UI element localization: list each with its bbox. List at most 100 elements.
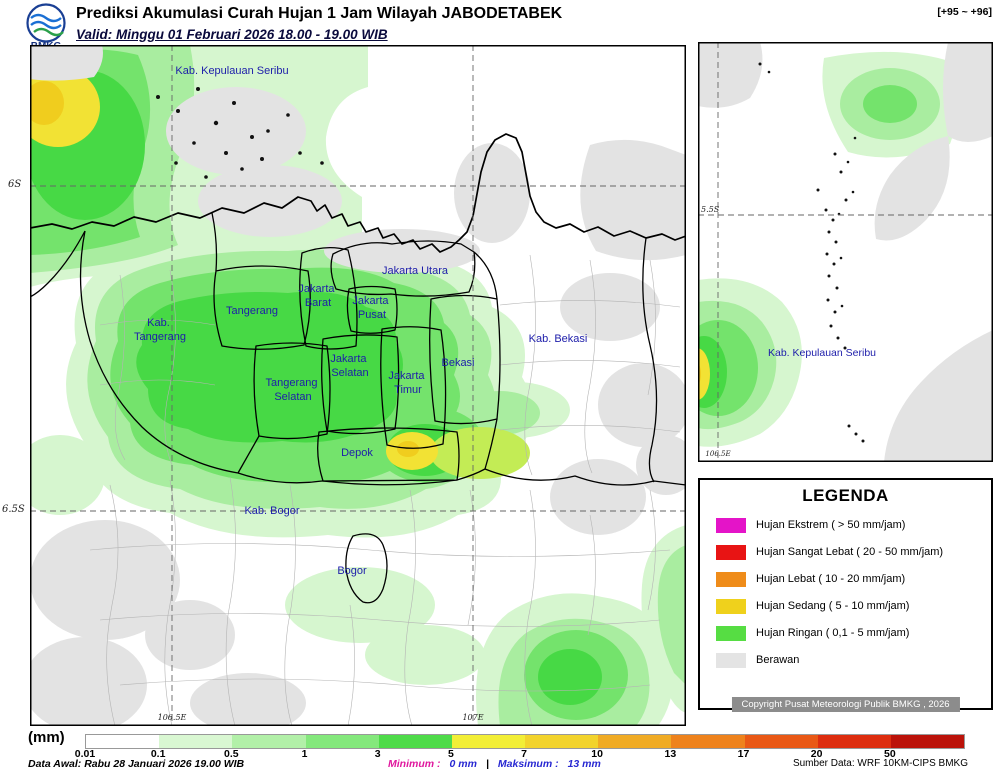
cbar-tick: 7 xyxy=(521,748,527,760)
swatch-moderate xyxy=(716,598,746,614)
cbar-tick: 13 xyxy=(664,748,677,760)
cbar-seg xyxy=(305,735,379,748)
cbar-seg xyxy=(744,735,818,748)
cbar-seg xyxy=(525,735,599,748)
lon-tick-1065e: 106.5E xyxy=(158,713,187,722)
forecast-step-label: [+95 ~ +96] xyxy=(937,6,992,18)
legend-items: Hujan Ekstrem ( > 50 mm/jam) Hujan Sanga… xyxy=(716,515,991,670)
label-kab-bekasi: Kab. Bekasi xyxy=(529,333,588,345)
islands-dots xyxy=(156,87,324,179)
cbar-tick: 20 xyxy=(810,748,823,760)
boundary-tangerang-north xyxy=(211,212,218,272)
lat-tick-65s: 6.5S xyxy=(2,504,25,515)
legend-label-light: Hujan Ringan ( 0,1 - 5 mm/jam) xyxy=(756,627,910,639)
page-title: Prediksi Akumulasi Curah Hujan 1 Jam Wil… xyxy=(76,5,563,22)
inset-islands-dots xyxy=(758,62,865,443)
inset-cloud-layer xyxy=(698,42,993,462)
legend-row-heavy: Hujan Lebat ( 10 - 20 mm/jam) xyxy=(716,569,991,589)
label-kab-tangerang: Kab. Tangerang xyxy=(134,317,186,343)
swatch-extreme xyxy=(716,517,746,533)
sumber-data-text: Sumber Data: WRF 10KM-CIPS BMKG xyxy=(792,758,968,769)
valid-time-text: Valid: Minggu 01 Februari 2026 18.00 - 1… xyxy=(76,27,388,42)
label-kab-bogor: Kab. Bogor xyxy=(244,505,299,517)
label-jakarta-selatan: Jakarta Selatan xyxy=(330,353,369,379)
coastline xyxy=(29,133,687,253)
lon-tick-107e: 107E xyxy=(462,713,483,722)
data-awal-text: Data Awal: Rabu 28 Januari 2026 19.00 WI… xyxy=(28,758,245,770)
label-jakarta-pusat: Jakarta Pusat xyxy=(352,295,391,321)
legend-label-moderate: Hujan Sedang ( 5 - 10 mm/jam) xyxy=(756,600,910,612)
inset-map-svg: 5.5S 106.5E Kab. Kepulauan Seribu xyxy=(678,42,993,462)
cbar-tick: 17 xyxy=(737,748,750,760)
boundary-kab-bogor-north xyxy=(237,468,687,486)
inset-frame xyxy=(698,42,993,462)
lat-tick-6s: 6S xyxy=(8,179,22,190)
min-max-text: Minimum : 0 mm | Maksimum : 13 mm xyxy=(388,758,601,770)
label-jakarta-utara: Jakarta Utara xyxy=(382,265,449,277)
boundary-jakarta-selatan xyxy=(321,334,400,435)
rain-moderate-layer xyxy=(16,67,530,479)
inset-region-label: Kab. Kepulauan Seribu xyxy=(768,347,876,359)
copyright-banner: Copyright Pusat Meteorologi Publik BMKG … xyxy=(731,697,960,712)
main-map-svg: 106.5E 107E Kab. Kepulauan Seribu Kab. T… xyxy=(15,45,696,733)
legend-row-cloudy: Berawan xyxy=(716,650,991,670)
legend-box: LEGENDA Hujan Ekstrem ( > 50 mm/jam) Huj… xyxy=(698,478,993,712)
cbar-seg xyxy=(232,735,306,748)
minimum-value: 0 mm xyxy=(449,758,477,770)
legend-row-light: Hujan Ringan ( 0,1 - 5 mm/jam) xyxy=(716,623,991,643)
legend-title: LEGENDA xyxy=(802,486,889,505)
cbar-seg xyxy=(817,735,891,748)
region-labels: Kab. Kepulauan Seribu Kab. Tangerang Tan… xyxy=(134,65,587,577)
legend-label-heavy: Hujan Lebat ( 10 - 20 mm/jam) xyxy=(756,573,906,585)
cbar-tick: 0.5 xyxy=(224,748,239,760)
boundary-tangsel-kabtang-link xyxy=(237,435,260,474)
colorbar xyxy=(85,734,965,749)
swatch-very-heavy xyxy=(716,544,746,560)
inset-lat-tick: 5.5S xyxy=(701,205,720,214)
colorbar-unit-label: (mm) xyxy=(28,729,65,746)
label-kab-kepulauan-seribu: Kab. Kepulauan Seribu xyxy=(175,65,288,77)
label-tangerang: Tangerang xyxy=(226,305,278,317)
boundary-kab-bekasi-west xyxy=(473,251,498,470)
bmkg-logo-graphic xyxy=(26,3,66,43)
boundary-jakarta-utara xyxy=(330,240,476,297)
cbar-seg xyxy=(671,735,745,748)
cbar-seg xyxy=(378,735,452,748)
cbar-tick: 3 xyxy=(374,748,381,760)
boundary-jakarta-pusat xyxy=(346,285,398,334)
boundary-tangerang-city xyxy=(213,265,311,350)
subdistrict-lines xyxy=(89,254,681,727)
boundary-kab-tangerang-south xyxy=(79,230,239,474)
boundary-bogor-city xyxy=(345,533,388,604)
cbar-tick: 1 xyxy=(301,748,308,760)
maksimum-value: 13 mm xyxy=(567,758,601,770)
cbar-tick: 0.01 xyxy=(74,748,96,760)
bmkg-logo xyxy=(26,3,66,43)
cbar-seg xyxy=(598,735,672,748)
legend-row-moderate: Hujan Sedang ( 5 - 10 mm/jam) xyxy=(716,596,991,616)
maksimum-label: Maksimum : xyxy=(497,758,559,770)
legend-label-extreme: Hujan Ekstrem ( > 50 mm/jam) xyxy=(756,519,906,531)
label-bekasi: Bekasi xyxy=(441,357,474,369)
map-frame xyxy=(30,45,686,726)
boundary-jakarta-barat xyxy=(299,246,358,350)
inset-map: 5.5S 106.5E Kab. Kepulauan Seribu xyxy=(678,42,993,462)
swatch-heavy xyxy=(716,571,746,587)
legend-label-very-heavy: Hujan Sangat Lebat ( 20 - 50 mm/jam) xyxy=(756,546,944,558)
boundary-kab-bekasi-east xyxy=(642,237,658,483)
cbar-tick: 50 xyxy=(884,748,896,760)
swatch-light xyxy=(716,625,746,641)
cbar-seg xyxy=(451,735,526,748)
minimum-label: Minimum : xyxy=(388,758,441,770)
legend-row-very-heavy: Hujan Sangat Lebat ( 20 - 50 mm/jam) xyxy=(716,542,991,562)
swatch-cloudy xyxy=(716,652,746,668)
legend-row-extreme: Hujan Ekstrem ( > 50 mm/jam) xyxy=(716,515,991,535)
boundary-tangerang-selatan xyxy=(253,342,331,440)
colorbar-ticks: 0.01 0.1 0.5 1 3 5 7 10 13 17 20 50 xyxy=(75,748,963,760)
label-tangerang-selatan: Tangerang Selatan xyxy=(265,377,320,403)
boundary-jakarta-timur xyxy=(380,326,447,449)
inset-lon-tick: 106.5E xyxy=(705,450,730,458)
cloud-layer xyxy=(23,45,696,733)
label-bogor: Bogor xyxy=(337,565,367,577)
main-map: 106.5E 107E Kab. Kepulauan Seribu Kab. T… xyxy=(15,45,696,733)
